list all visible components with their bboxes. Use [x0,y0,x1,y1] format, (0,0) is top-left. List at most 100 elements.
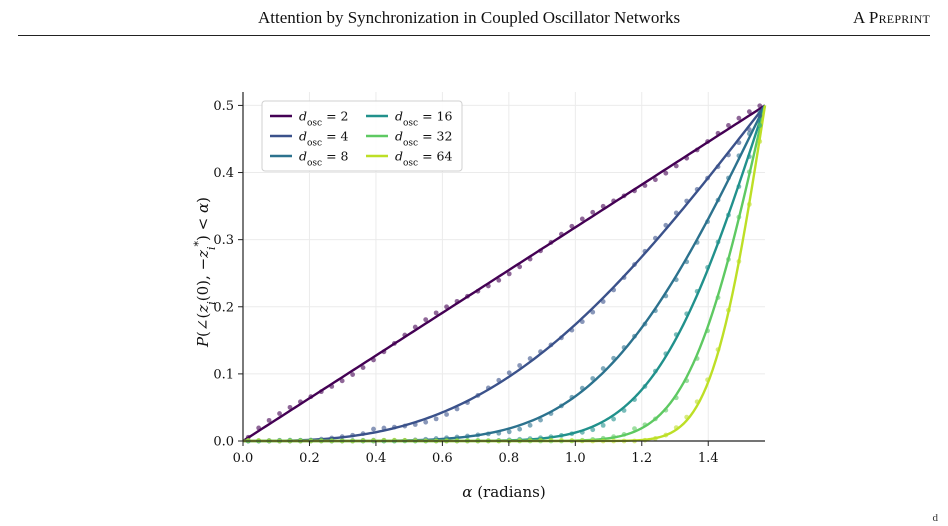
series-point [652,436,658,441]
y-tick-label: 0.2 [213,300,234,315]
series-point [715,347,721,353]
series-point [736,214,742,220]
series-point [318,389,324,395]
series-point [538,417,543,423]
legend-label: dosc = 32 [395,129,452,149]
series-point [517,264,523,270]
series-point [548,240,554,245]
series-point [632,426,637,432]
series-point [757,103,763,109]
y-tick-label: 0.4 [213,166,234,181]
series-point [726,257,731,262]
series-point [663,293,669,299]
series-point [673,277,679,283]
series-point [673,210,679,216]
series-point [579,429,585,435]
series-point [381,349,387,355]
figure: 0.0 0.2 0.4 0.6 0.8 1.0 1.2 1.4 0.0 0.1 0.2 0.3 0.4 0… [0,40,948,515]
series-point [527,356,533,361]
legend-label: dosc = 2 [299,109,348,129]
series-point [673,395,679,401]
series-point [642,384,648,389]
series-point [600,422,606,428]
series-point [736,115,742,121]
series-point [454,298,460,304]
series-point [705,377,710,383]
series-point [412,422,418,427]
series-point [746,201,752,207]
series-point [705,328,710,334]
series-point [339,378,345,384]
series-point [632,262,637,267]
series-point [726,175,731,181]
series-point [600,366,606,371]
y-axis-label: P(∠(zi(0), −zi*) < α) [192,197,218,348]
series-point [559,437,564,443]
header-rule [18,35,930,36]
series-point [663,351,669,357]
legend-label: dosc = 64 [395,149,452,169]
preprint-tag: A Preprint [852,8,930,27]
series-point [277,411,282,416]
series-point [642,321,648,327]
series-point [381,425,387,431]
series-point [506,429,512,435]
series-point [715,197,721,203]
probability-chart: 0.0 0.2 0.4 0.6 0.8 1.0 1.2 1.4 0.0 0.1 0.2 0.3 0.4 0… [192,92,767,501]
series-point [506,370,512,376]
series-point [642,248,648,254]
series-point [757,109,763,115]
series-point [569,394,575,400]
series-point [694,147,700,153]
series-point [684,414,690,420]
series-point [757,139,763,144]
series-point [548,342,554,348]
series-point [746,127,752,132]
y-tick-label: 0.5 [213,99,234,114]
series-point [485,385,491,391]
series-point [705,219,710,225]
series-point [757,113,763,119]
axes [238,92,765,446]
series-point [538,248,543,254]
series-point [402,423,408,429]
series-point [371,357,376,363]
series-point [590,309,596,315]
series-point [548,437,554,443]
series-point [402,437,408,443]
series-point [590,427,596,433]
series-point [517,426,523,432]
series-point [475,288,481,294]
series-point [684,311,690,317]
series-point [287,404,293,410]
series-point [350,432,356,438]
y-tick-label: 0.3 [213,233,234,248]
series-point [402,332,408,338]
x-tick-label: 1.0 [565,451,586,466]
series-point [632,188,637,194]
series-point [663,432,669,438]
series-point [611,287,617,293]
series-point [506,271,512,277]
series-point [652,177,658,183]
series-point [621,432,627,437]
y-tick-label: 0.0 [213,435,234,450]
series-point [569,327,575,333]
x-tick-label: 0.0 [233,451,254,466]
series-point [579,385,585,391]
series-point [684,155,690,161]
x-tick-label: 0.4 [366,451,387,466]
series-point [611,434,617,440]
series-dots [245,103,763,444]
series-point [726,307,731,313]
series-point [736,140,742,146]
series-point [684,378,690,384]
series-point [527,437,533,443]
series-point [423,419,429,425]
series-point [715,164,721,170]
x-tick-label: 1.2 [631,451,652,466]
tick-labels: 0.0 0.2 0.4 0.6 0.8 1.0 1.2 1.4 0.0 0.1 0.2 0.3 0.4 0… [213,99,718,466]
footer-mark: d [932,512,939,524]
series-point [600,203,606,209]
series-point [245,437,251,443]
